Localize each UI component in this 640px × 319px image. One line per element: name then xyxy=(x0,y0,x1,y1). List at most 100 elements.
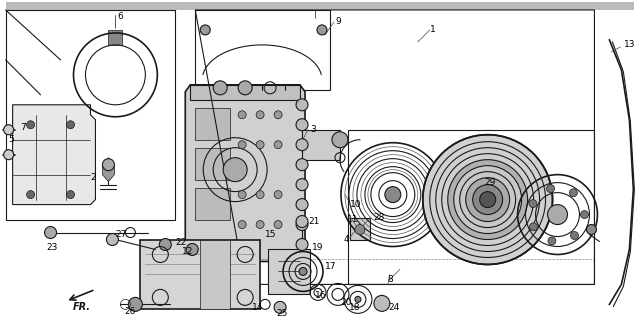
Circle shape xyxy=(296,199,308,211)
Circle shape xyxy=(296,239,308,250)
Circle shape xyxy=(473,185,502,215)
Text: FR.: FR. xyxy=(72,302,90,312)
Text: 10: 10 xyxy=(350,200,362,209)
Circle shape xyxy=(547,185,554,193)
Circle shape xyxy=(256,111,264,119)
Polygon shape xyxy=(185,85,305,262)
Circle shape xyxy=(274,220,282,228)
Text: 26: 26 xyxy=(125,307,136,316)
Text: 25: 25 xyxy=(276,309,288,318)
Circle shape xyxy=(296,139,308,151)
Circle shape xyxy=(296,216,308,227)
Circle shape xyxy=(238,220,246,228)
Text: 2: 2 xyxy=(90,173,96,182)
Circle shape xyxy=(213,81,227,95)
Circle shape xyxy=(27,191,35,199)
Circle shape xyxy=(374,295,390,311)
Circle shape xyxy=(296,179,308,191)
Text: 6: 6 xyxy=(118,12,124,21)
Polygon shape xyxy=(140,240,260,309)
Circle shape xyxy=(106,234,118,246)
Text: 18: 18 xyxy=(349,303,361,312)
Circle shape xyxy=(223,158,247,182)
Circle shape xyxy=(256,191,264,199)
Circle shape xyxy=(238,141,246,149)
Polygon shape xyxy=(195,188,230,219)
Circle shape xyxy=(548,237,556,245)
Polygon shape xyxy=(190,85,300,100)
Circle shape xyxy=(296,99,308,111)
Circle shape xyxy=(102,159,115,171)
Circle shape xyxy=(256,220,264,228)
Circle shape xyxy=(317,25,327,35)
Text: 24: 24 xyxy=(388,303,399,312)
Circle shape xyxy=(200,25,210,35)
Text: 3: 3 xyxy=(310,125,316,134)
Polygon shape xyxy=(102,158,115,182)
Circle shape xyxy=(580,211,588,219)
Text: 16: 16 xyxy=(315,291,326,300)
Text: 8: 8 xyxy=(387,275,393,284)
Circle shape xyxy=(586,225,596,234)
Circle shape xyxy=(238,191,246,199)
Circle shape xyxy=(423,135,552,264)
Text: 4: 4 xyxy=(344,235,349,244)
Text: 20: 20 xyxy=(340,298,351,307)
Circle shape xyxy=(529,200,537,208)
Circle shape xyxy=(296,119,308,131)
Polygon shape xyxy=(268,249,310,294)
Circle shape xyxy=(4,125,13,135)
Text: 11: 11 xyxy=(347,215,358,224)
Circle shape xyxy=(274,301,286,313)
Text: 21: 21 xyxy=(308,217,319,226)
Circle shape xyxy=(570,189,577,197)
Circle shape xyxy=(448,160,527,240)
Text: 9: 9 xyxy=(335,18,340,26)
Circle shape xyxy=(67,191,74,199)
Text: 12: 12 xyxy=(182,247,193,256)
Circle shape xyxy=(67,121,74,129)
Circle shape xyxy=(479,192,495,208)
Text: 28: 28 xyxy=(373,213,384,222)
Polygon shape xyxy=(195,148,230,180)
Circle shape xyxy=(274,141,282,149)
Circle shape xyxy=(385,187,401,203)
Circle shape xyxy=(548,204,568,225)
Polygon shape xyxy=(13,105,95,204)
Text: 13: 13 xyxy=(625,41,636,49)
Circle shape xyxy=(466,178,509,222)
Circle shape xyxy=(45,226,56,239)
Polygon shape xyxy=(200,240,230,309)
Circle shape xyxy=(256,141,264,149)
Polygon shape xyxy=(350,218,370,240)
Circle shape xyxy=(159,239,172,250)
Circle shape xyxy=(332,132,348,148)
Polygon shape xyxy=(108,30,122,45)
Polygon shape xyxy=(6,2,634,10)
Polygon shape xyxy=(302,130,340,160)
Circle shape xyxy=(296,159,308,171)
Circle shape xyxy=(299,267,307,275)
Text: 27: 27 xyxy=(115,230,127,239)
Text: 17: 17 xyxy=(325,262,337,271)
Circle shape xyxy=(186,243,198,256)
Text: 5: 5 xyxy=(8,135,14,144)
Polygon shape xyxy=(195,108,230,140)
Text: 7: 7 xyxy=(20,123,26,132)
Circle shape xyxy=(355,296,361,302)
Circle shape xyxy=(454,166,522,234)
Circle shape xyxy=(4,150,13,160)
Text: 15: 15 xyxy=(265,230,276,239)
Text: 19: 19 xyxy=(312,243,323,252)
Circle shape xyxy=(274,111,282,119)
Circle shape xyxy=(27,121,35,129)
Text: 22: 22 xyxy=(175,238,186,247)
Text: 29: 29 xyxy=(484,178,496,187)
Circle shape xyxy=(129,297,142,311)
Circle shape xyxy=(238,81,252,95)
Text: 1: 1 xyxy=(430,26,436,34)
Circle shape xyxy=(274,191,282,199)
Circle shape xyxy=(355,225,365,234)
Text: 23: 23 xyxy=(47,243,58,252)
Circle shape xyxy=(296,219,308,231)
